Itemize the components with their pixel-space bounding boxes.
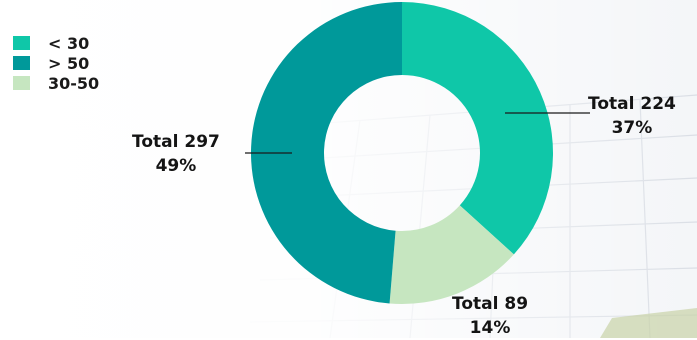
- legend-label-under-30: < 30: [48, 33, 90, 53]
- legend-item: > 50: [13, 53, 99, 73]
- legend-swatch-under-30: [13, 36, 30, 50]
- slice-label-under-30: Total 224 37%: [588, 92, 676, 140]
- legend-swatch-30-50: [13, 56, 30, 70]
- legend: < 30 > 50 30-50: [13, 33, 99, 93]
- legend-item: < 30: [13, 33, 99, 53]
- slice-percent: 14%: [469, 318, 511, 338]
- legend-label-over-50: 30-50: [48, 73, 100, 93]
- slice-label-over-50: Total 89 14%: [452, 292, 528, 340]
- slice-total: Total 89: [452, 294, 529, 314]
- slice-total: Total 297: [132, 132, 220, 152]
- slice-percent: 37%: [611, 118, 653, 138]
- donut-slice-over-50: [389, 205, 514, 304]
- slice-label-30-50: Total 297 49%: [132, 130, 220, 178]
- legend-item: 30-50: [13, 73, 99, 93]
- slice-total: Total 224: [588, 94, 676, 114]
- slice-percent: 49%: [155, 156, 197, 176]
- donut-slice-30-50: [250, 2, 402, 304]
- legend-swatch-over-50: [13, 76, 30, 90]
- legend-label-30-50: > 50: [48, 53, 90, 73]
- donut-slice-under-30: [402, 2, 554, 255]
